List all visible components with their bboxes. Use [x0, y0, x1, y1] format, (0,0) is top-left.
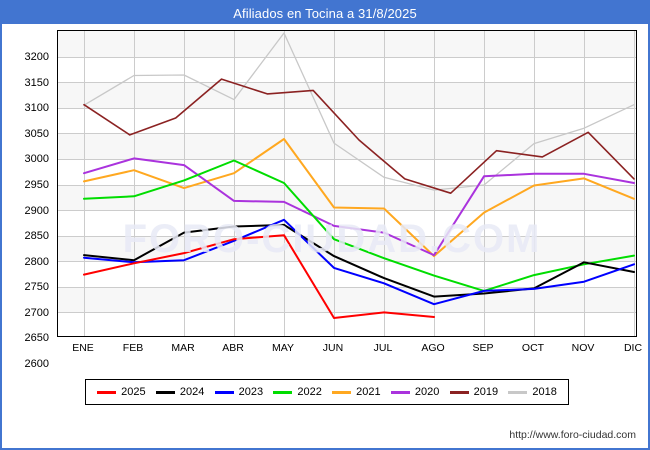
legend-item-2019[interactable]: 2019 [449, 386, 499, 398]
y-axis-tick-label: 3000 [24, 153, 49, 166]
horizontal-gridline [58, 107, 636, 109]
legend-label: 2023 [238, 386, 264, 398]
y-axis-tick-label: 2950 [24, 178, 49, 191]
x-axis-tick-label: AGO [421, 342, 445, 354]
x-axis-tick-label: NOV [571, 342, 595, 354]
horizontal-gridline [58, 235, 636, 237]
vertical-gridline [184, 31, 185, 336]
legend-label: 2022 [297, 386, 322, 398]
series-line-2023 [83, 218, 635, 306]
series-line-2019 [83, 78, 635, 194]
x-axis-tick-label: SEP [472, 342, 494, 354]
series-line-2022 [83, 159, 635, 292]
x-axis-tick-label: FEB [122, 342, 144, 354]
footer-url: http://www.foro-ciudad.com [509, 429, 636, 441]
y-axis-tick-label: 2650 [24, 332, 49, 345]
x-axis-tick-label: OCT [521, 342, 545, 354]
legend-item-2020[interactable]: 2020 [390, 386, 440, 398]
x-axis-tick-label: ENE [72, 342, 94, 354]
y-axis-tick-label: 2700 [24, 306, 49, 319]
legend-item-2021[interactable]: 2021 [332, 386, 381, 398]
x-axis-tick-label: MAY [272, 342, 294, 354]
series-line-2018 [83, 32, 635, 191]
horizontal-gridline [58, 210, 636, 212]
legend-label: 2025 [121, 386, 146, 398]
horizontal-gridline [58, 184, 636, 186]
y-axis-tick-label: 3050 [24, 127, 49, 140]
y-axis-tick-label: 2800 [24, 255, 49, 268]
page-title: Afiliados en Tocina a 31/8/2025 [233, 5, 417, 21]
series-line-2021 [83, 138, 635, 258]
y-axis-tick-label: 3100 [24, 102, 49, 115]
grid-band [58, 133, 636, 159]
vertical-gridline [84, 31, 85, 336]
x-axis-tick-label: JUL [373, 342, 393, 354]
horizontal-gridline [58, 56, 636, 58]
vertical-gridline [384, 31, 385, 336]
legend-swatch-icon [449, 390, 469, 394]
plot-canvas [57, 30, 637, 337]
x-axis-tick-label: MAR [171, 342, 195, 354]
vertical-gridline [534, 31, 535, 336]
legend-swatch-icon [97, 390, 117, 394]
horizontal-gridline [58, 158, 636, 160]
series-lines [83, 32, 635, 319]
x-axis-tick-label: DIC [623, 342, 643, 354]
legend-swatch-icon [508, 390, 528, 394]
y-axis-tick-label: 3200 [24, 51, 49, 63]
horizontal-gridline [58, 82, 636, 84]
grid-band [58, 82, 636, 108]
vertical-gridline [234, 31, 235, 336]
grid-band [58, 286, 636, 313]
series-line-2025 [83, 234, 435, 319]
y-axis-tick-label: 2600 [24, 358, 49, 370]
grid-band [58, 31, 636, 57]
y-axis-tick-label: 2850 [24, 230, 49, 243]
legend-label: 2020 [414, 386, 440, 398]
legend-label: 2018 [532, 386, 557, 398]
series-line-2024 [83, 223, 635, 298]
y-axis-tick-label: 2900 [24, 204, 49, 217]
legend-swatch-icon [390, 390, 410, 394]
horizontal-gridline [58, 312, 636, 314]
horizontal-gridline [58, 133, 636, 135]
series-line-2020 [83, 157, 635, 257]
vertical-gridline [334, 31, 335, 336]
legend-item-2018[interactable]: 2018 [508, 386, 557, 398]
legend-swatch-icon [214, 390, 234, 394]
legend-item-2025[interactable]: 2025 [97, 386, 146, 398]
legend-swatch-icon [332, 390, 352, 394]
legend-item-2022[interactable]: 2022 [273, 386, 322, 398]
legend-swatch-icon [273, 390, 293, 394]
horizontal-gridline [58, 286, 636, 288]
y-axis-tick-label: 3150 [24, 76, 49, 89]
legend-label: 2024 [179, 386, 205, 398]
chart-area: 3200 3150 3100 3050 3000 2950 2900 2850 2800 2750… [25, 30, 642, 370]
legend-swatch-icon [155, 390, 175, 394]
legend-label: 2019 [473, 386, 499, 398]
vertical-gridline [484, 31, 485, 336]
legend-item-2023[interactable]: 2023 [214, 386, 264, 398]
vertical-gridline [434, 31, 435, 336]
grid-band [58, 184, 636, 211]
legend-label: 2021 [356, 386, 381, 398]
chart-legend: 2025 2024 2023 2022 2021 2020 2019 2018 [85, 379, 569, 405]
y-axis-tick-label: 2750 [24, 281, 49, 294]
window-title-bar: Afiliados en Tocina a 31/8/2025 [2, 2, 648, 24]
vertical-gridline [584, 31, 585, 336]
x-axis-tick-label: JUN [322, 342, 344, 354]
x-axis-tick-label: ABR [222, 342, 244, 354]
legend-item-2024[interactable]: 2024 [155, 386, 205, 398]
vertical-gridline [134, 31, 135, 336]
